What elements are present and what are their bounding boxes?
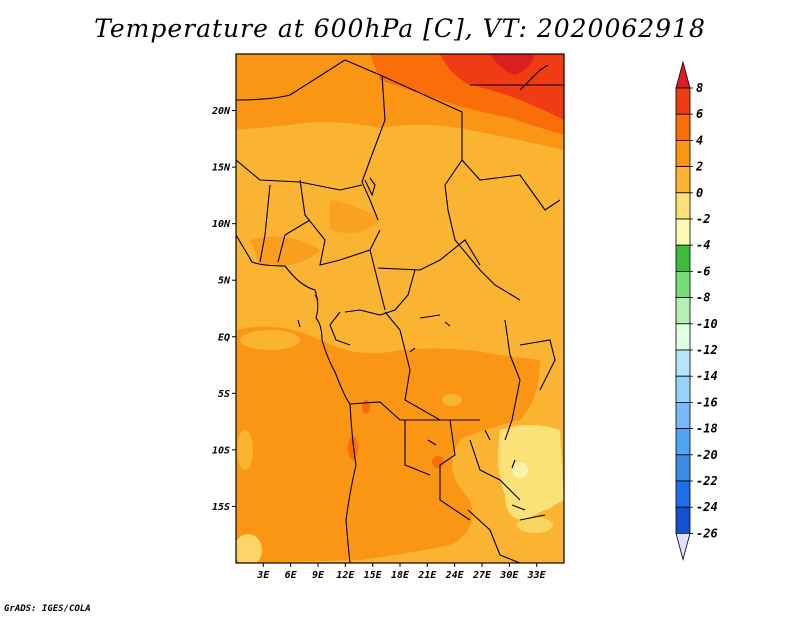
- colorbar: 8 6 4 2 0 -2 -4 -6 -8 -10 -12 -14 -16 -18 -20 -22 -24 -26: [675, 60, 718, 561]
- temperature-field: [236, 54, 564, 563]
- colorbar-swatch: [675, 401, 691, 429]
- colorbar-label: 6: [696, 107, 703, 121]
- x-tick-label: 21E: [417, 570, 437, 581]
- y-tick-label: 5N: [218, 276, 231, 287]
- colorbar-label: -4: [696, 238, 710, 252]
- colorbar-swatch: [675, 428, 691, 456]
- colorbar-swatch: [675, 375, 691, 403]
- colorbar-swatch: [675, 166, 691, 194]
- y-tick-label: 5S: [218, 389, 230, 400]
- colorbar-swatch: [675, 506, 691, 534]
- colorbar-label: -8: [696, 291, 710, 305]
- x-axis: 3E 6E 9E 12E 15E 18E 21E 24E 27E 30E 33E: [256, 563, 547, 581]
- country-borders: [236, 59, 564, 563]
- colorbar-swatch: [675, 323, 691, 351]
- x-tick-label: 18E: [391, 570, 410, 581]
- colorbar-swatch: [675, 454, 691, 482]
- colorbar-swatch: [675, 480, 691, 508]
- colorbar-label: -6: [696, 264, 710, 278]
- y-tick-label: 20N: [211, 106, 231, 117]
- colorbar-label: -12: [696, 343, 718, 357]
- colorbar-swatch: [675, 113, 691, 141]
- shade-6-to-8-north: [440, 54, 564, 120]
- colorbar-label: 8: [696, 81, 703, 95]
- colorbar-label: 0: [696, 186, 703, 200]
- y-axis: 20N 15N 10N 5N EQ 5S 10S 15S: [211, 106, 236, 513]
- x-tick-label: 33E: [527, 570, 547, 581]
- colorbar-swatch: [675, 139, 691, 167]
- colorbar-swatch: [675, 87, 691, 115]
- x-tick-label: 30E: [499, 570, 519, 581]
- colorbar-swatch: [675, 244, 691, 272]
- colorbar-label: 2: [695, 160, 703, 174]
- colorbar-label: -20: [696, 448, 718, 462]
- y-tick-label: 15N: [212, 163, 231, 174]
- colorbar-label: -16: [696, 395, 718, 409]
- colorbar-swatch: [675, 270, 691, 298]
- x-tick-label: 15E: [364, 570, 383, 581]
- x-tick-label: 6E: [285, 570, 298, 581]
- colorbar-swatch: [675, 218, 691, 246]
- colorbar-swatch: [675, 297, 691, 325]
- y-tick-label: 10S: [212, 445, 230, 456]
- colorbar-label: -24: [696, 500, 718, 514]
- x-tick-label: 12E: [336, 570, 355, 581]
- chart-title: Temperature at 600hPa [C], VT: 202006291…: [94, 14, 706, 43]
- x-tick-label: 27E: [472, 570, 492, 581]
- grads-credit: GrADS: IGES/COLA: [4, 604, 91, 614]
- shade-above-8: [490, 54, 535, 75]
- colorbar-label: 4: [696, 133, 703, 147]
- x-tick-label: 9E: [312, 570, 325, 581]
- y-tick-label: 15S: [212, 502, 230, 513]
- y-tick-label: EQ: [218, 332, 230, 343]
- colorbar-top-arrow: [675, 60, 691, 89]
- colorbar-label: -18: [696, 422, 718, 436]
- colorbar-label: -22: [696, 474, 718, 488]
- y-tick-label: 10N: [212, 219, 231, 230]
- colorbar-swatch: [675, 192, 691, 220]
- x-tick-label: 3E: [256, 570, 270, 581]
- colorbar-label: -2: [696, 212, 710, 226]
- x-tick-label: 24E: [445, 570, 465, 581]
- colorbar-swatch: [675, 349, 691, 377]
- colorbar-label: -26: [696, 526, 718, 540]
- colorbar-bottom-arrow: [675, 533, 691, 561]
- colorbar-label: -10: [696, 317, 718, 331]
- colorbar-label: -14: [696, 369, 718, 383]
